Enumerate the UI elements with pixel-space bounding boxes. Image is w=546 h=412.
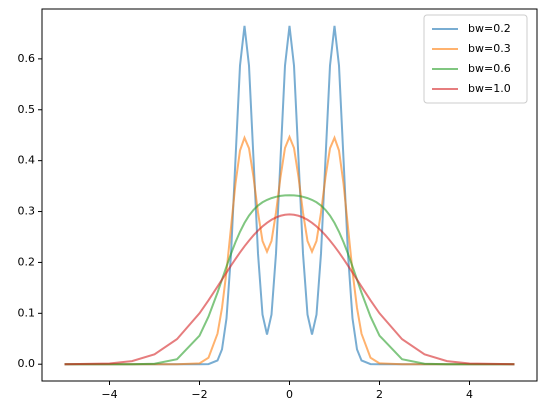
y-tick-label: 0.0 [18, 357, 36, 370]
x-tick-label: 2 [376, 388, 383, 401]
y-tick-label: 0.6 [18, 52, 36, 65]
legend-label: bw=0.2 [468, 22, 511, 35]
kde-line [64, 134, 515, 366]
axes-frame [41, 8, 538, 382]
y-tick-label: 0.5 [18, 103, 36, 116]
y-tick-label: 0.1 [18, 306, 36, 319]
kde-line [64, 194, 515, 366]
x-tick-label: −4 [101, 388, 117, 401]
y-tick-label: 0.4 [18, 154, 36, 167]
x-tick-label: 0 [286, 388, 293, 401]
legend-label: bw=1.0 [468, 82, 511, 95]
y-tick-label: 0.3 [18, 205, 36, 218]
x-tick-label: −2 [191, 388, 207, 401]
legend-label: bw=0.3 [468, 42, 511, 55]
legend-box [423, 14, 528, 104]
x-tick-label: 4 [466, 388, 473, 401]
y-tick-label: 0.2 [18, 255, 36, 268]
kde-line [64, 213, 515, 366]
kde-line [64, 25, 515, 366]
legend-label: bw=0.6 [468, 62, 511, 75]
